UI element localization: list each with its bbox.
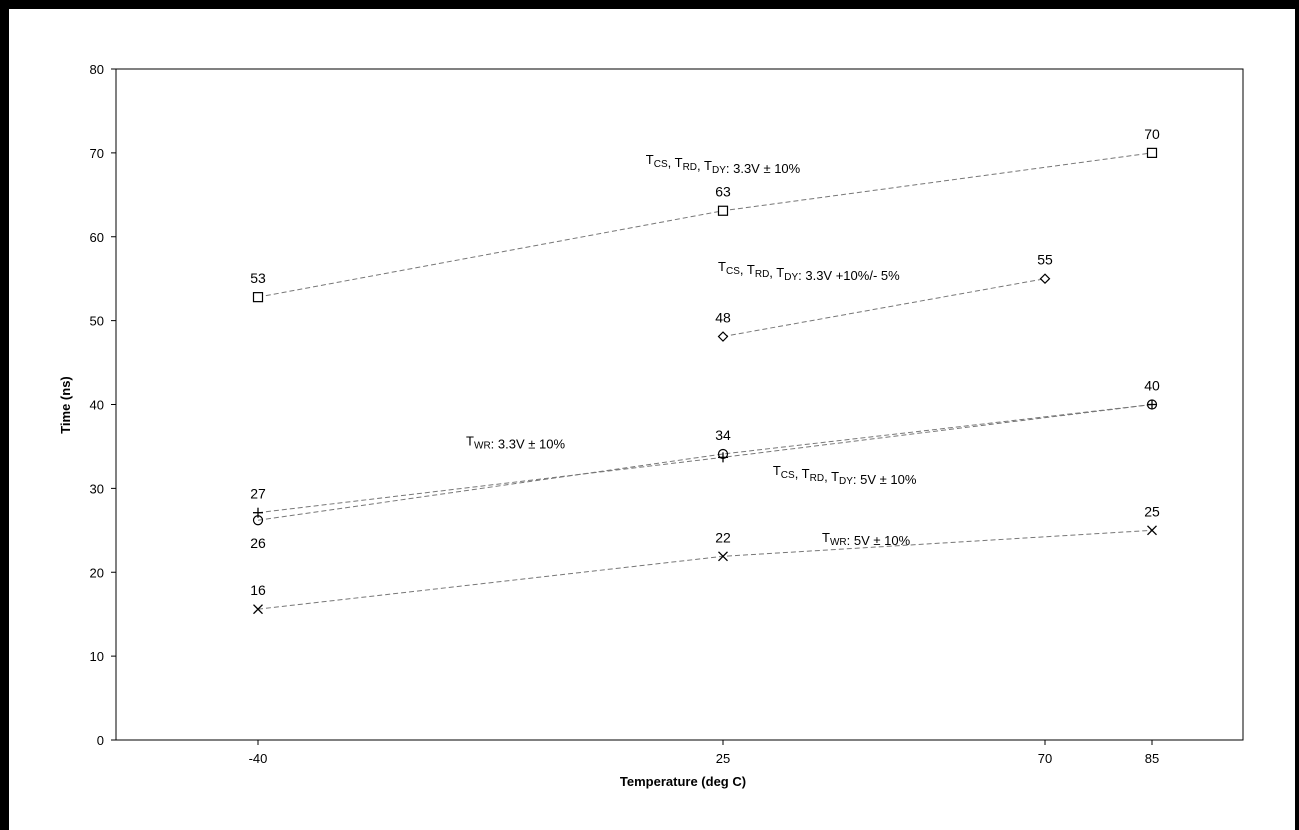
annotation-subscript: DY xyxy=(784,272,798,283)
y-tick-label: 70 xyxy=(90,146,104,161)
y-axis-ticks: 0 10 20 30 40 50 60 70 80 xyxy=(90,62,116,748)
data-label: 25 xyxy=(1144,503,1160,519)
x-tick-label: 70 xyxy=(1038,751,1052,766)
y-tick-label: 40 xyxy=(90,398,104,413)
x-marker xyxy=(718,551,728,562)
data-label: 16 xyxy=(250,582,266,598)
circle-marker-shape xyxy=(717,448,729,460)
series-annotation: TCS, TRD, TDY: 3.3V +10%/- 5% xyxy=(718,259,900,283)
data-label: 40 xyxy=(1144,378,1160,394)
annotation-subscript: WR xyxy=(474,441,491,452)
annotation-text: , T xyxy=(769,265,784,280)
x-marker-b xyxy=(718,551,728,562)
y-tick-label: 10 xyxy=(90,649,104,664)
annotation-subscript: WR xyxy=(830,537,847,548)
series-annotation: TWR: 5V ± 10% xyxy=(822,530,911,548)
series-line-diamond xyxy=(722,278,1046,338)
x-marker xyxy=(1147,525,1157,536)
data-label: 55 xyxy=(1037,252,1053,268)
square-marker-shape xyxy=(1146,147,1158,158)
series-lines xyxy=(257,152,1153,610)
x-tick-label: 25 xyxy=(716,751,730,766)
x-axis-ticks: -40 25 70 85 xyxy=(249,740,1159,766)
x-tick-label: -40 xyxy=(249,751,268,766)
annotation-text: , T xyxy=(668,155,683,170)
x-marker-b xyxy=(1147,525,1157,536)
x-axis-title: Temperature (deg C) xyxy=(620,774,746,789)
annotation-subscript: DY xyxy=(839,476,853,487)
annotation-subscript: RD xyxy=(683,162,697,173)
circle-marker-shape xyxy=(1146,399,1158,410)
frame-left-border xyxy=(0,0,9,830)
square-marker xyxy=(717,205,729,216)
series-annotations: TCS, TRD, TDY: 3.3V ± 10%TCS, TRD, TDY: … xyxy=(466,152,917,548)
y-tick-label: 30 xyxy=(90,481,104,496)
y-tick-label: 0 xyxy=(97,733,104,748)
series-line-plus xyxy=(257,404,1153,514)
annotation-text: , T xyxy=(824,469,839,484)
annotation-text: T xyxy=(773,463,781,478)
x-marker-b xyxy=(253,604,263,615)
data-label: 63 xyxy=(715,184,731,200)
annotation-text: : 3.3V ± 10% xyxy=(726,161,801,176)
annotation-subscript: DY xyxy=(712,165,726,176)
square-marker-shape xyxy=(252,292,264,303)
data-label: 34 xyxy=(715,427,731,443)
y-tick-label: 80 xyxy=(90,62,104,77)
data-labels: 53 63 70 48 55 27 26 34 40 16 22 25 xyxy=(250,126,1160,598)
square-marker xyxy=(252,292,264,303)
series-annotation: TCS, TRD, TDY: 5V ± 10% xyxy=(773,463,917,487)
annotation-text: : 3.3V ± 10% xyxy=(491,437,566,452)
annotation-subscript: RD xyxy=(755,269,769,280)
annotation-text: : 5V ± 10% xyxy=(853,472,917,487)
frame-top-border xyxy=(0,0,1299,9)
y-tick-label: 60 xyxy=(90,230,104,245)
annotation-text: , T xyxy=(795,466,810,481)
y-tick-label: 20 xyxy=(90,565,104,580)
annotation-subscript: CS xyxy=(654,159,668,170)
data-label: 26 xyxy=(250,535,266,551)
annotation-text: T xyxy=(822,530,830,545)
circle-marker-shape xyxy=(252,515,264,526)
x-tick-label: 85 xyxy=(1145,751,1159,766)
annotation-subscript: CS xyxy=(781,470,795,481)
diamond-marker xyxy=(717,331,729,342)
data-label: 27 xyxy=(250,486,266,502)
circle-marker xyxy=(252,515,264,526)
circle-marker xyxy=(1146,399,1158,410)
circle-marker xyxy=(717,448,729,460)
square-marker xyxy=(1146,147,1158,158)
data-label: 53 xyxy=(250,270,266,286)
annotation-text: : 5V ± 10% xyxy=(847,533,911,548)
series-annotation: TCS, TRD, TDY: 3.3V ± 10% xyxy=(646,152,801,176)
plus-marker xyxy=(1147,399,1157,410)
data-label: 22 xyxy=(715,529,731,545)
annotation-text: , T xyxy=(740,262,755,277)
series-line-x xyxy=(257,529,1153,610)
y-axis-title: Time (ns) xyxy=(58,376,73,434)
diamond-marker-shape xyxy=(717,331,729,342)
data-label: 48 xyxy=(715,310,731,326)
x-marker xyxy=(253,604,263,615)
diamond-marker xyxy=(1039,273,1051,285)
annotation-text: : 3.3V +10%/- 5% xyxy=(798,268,900,283)
square-marker-shape xyxy=(717,205,729,216)
series-line-circle xyxy=(257,404,1153,521)
annotation-text: T xyxy=(718,259,726,274)
diamond-marker-shape xyxy=(1039,273,1051,285)
annotation-text: T xyxy=(466,434,474,449)
frame-right-border xyxy=(1295,0,1299,830)
data-label: 70 xyxy=(1144,126,1160,142)
annotation-text: , T xyxy=(697,158,712,173)
series-markers xyxy=(252,147,1158,615)
annotation-text: T xyxy=(646,152,654,167)
series-annotation: TWR: 3.3V ± 10% xyxy=(466,434,565,452)
series-line-square xyxy=(257,152,1153,298)
annotation-subscript: CS xyxy=(726,266,740,277)
y-tick-label: 50 xyxy=(90,314,104,329)
annotation-subscript: RD xyxy=(810,473,824,484)
